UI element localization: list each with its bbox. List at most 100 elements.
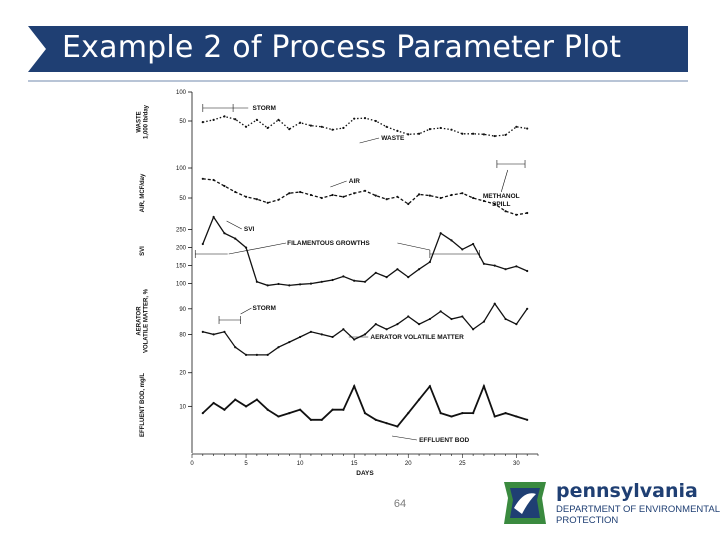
x-tick-label: 0 xyxy=(190,461,194,467)
x-tick-label: 20 xyxy=(405,461,412,467)
air-point xyxy=(201,177,204,180)
avm-point xyxy=(504,317,507,321)
waste-point xyxy=(461,132,464,135)
bod-point xyxy=(417,398,421,401)
air-point xyxy=(472,196,475,200)
logo-line2: PROTECTION xyxy=(556,515,619,526)
waste-ylabel: WASTE xyxy=(137,111,143,132)
air-ytick-label: 100 xyxy=(176,166,187,172)
logo-name: pennsylvania xyxy=(556,480,698,502)
bod-point xyxy=(504,411,507,415)
svi-point xyxy=(342,275,345,278)
bod-point xyxy=(472,411,475,415)
bod-point xyxy=(201,411,204,415)
waste-point xyxy=(396,129,399,132)
avm-point xyxy=(201,330,204,333)
waste-point xyxy=(234,118,237,121)
avm-point xyxy=(374,323,377,326)
bod-point xyxy=(223,408,226,411)
avm-point xyxy=(461,315,464,318)
bod-point xyxy=(526,418,529,421)
filamentous-leader-right xyxy=(397,242,430,251)
bod-point xyxy=(482,385,486,388)
waste-point xyxy=(266,126,269,130)
avm-series-label: AERATOR VOLATILE MATTER xyxy=(370,334,464,341)
svi-point xyxy=(526,269,529,273)
bod-point xyxy=(493,415,496,418)
storm-annotation-avm: STORM xyxy=(253,305,276,312)
svi-point xyxy=(255,280,258,283)
bod-point xyxy=(212,401,215,405)
waste-point xyxy=(320,125,323,128)
air-series-label: AIR xyxy=(349,178,361,185)
waste-ytick-label: 50 xyxy=(179,119,186,125)
avm-ylabel: AERATOR xyxy=(137,306,143,336)
waste-point xyxy=(526,127,529,130)
air-ylabel: AIR, MCF/day xyxy=(140,173,146,212)
avm-ytick-label: 80 xyxy=(179,332,186,338)
bod-ytick-label: 10 xyxy=(179,404,186,410)
waste-point xyxy=(201,121,204,124)
waste-point xyxy=(363,117,367,120)
air-point xyxy=(439,196,442,200)
waste-point xyxy=(504,133,507,137)
waste-ytick-label: 100 xyxy=(176,90,187,96)
svi-point xyxy=(277,282,280,286)
waste-point xyxy=(255,118,258,121)
avm-point xyxy=(212,333,215,336)
air-point xyxy=(288,192,291,195)
avm-point xyxy=(363,333,367,336)
slide-title: Example 2 of Process Parameter Plot xyxy=(62,30,622,65)
storm-annotation-waste: STORM xyxy=(253,105,276,112)
waste-label-leader xyxy=(359,137,380,144)
filamentous-annotation: FILAMENTOUS GROWTHS xyxy=(287,240,370,247)
air-point xyxy=(223,184,226,188)
bod-series-label: EFFLUENT BOD xyxy=(419,437,469,444)
logo-subtitle: DEPARTMENT OF ENVIRONMENTAL PROTECTION xyxy=(556,504,720,526)
waste-point xyxy=(450,128,453,131)
svi-point xyxy=(396,268,399,271)
logo-line1: DEPARTMENT OF ENVIRONMENTAL xyxy=(556,504,720,515)
avm-point xyxy=(493,302,496,305)
svi-point xyxy=(482,262,486,265)
air-point xyxy=(417,193,421,196)
svi-point xyxy=(201,242,204,246)
bod-label-leader xyxy=(391,435,417,441)
avm-point xyxy=(353,338,356,341)
avm-ytick-label: 90 xyxy=(179,307,186,313)
air-point xyxy=(353,192,356,195)
waste-point xyxy=(417,132,421,135)
air-point xyxy=(396,195,399,198)
waste-point xyxy=(342,126,345,130)
air-point xyxy=(482,199,486,203)
air-series-line xyxy=(202,178,528,216)
bod-point xyxy=(461,411,464,415)
bod-point xyxy=(234,398,237,401)
waste-point xyxy=(385,125,388,128)
avm-point xyxy=(234,346,237,349)
air-point xyxy=(234,190,237,194)
air-point xyxy=(461,192,464,195)
bod-point xyxy=(288,411,291,415)
avm-point xyxy=(526,307,529,310)
bod-point xyxy=(277,415,280,418)
bod-point xyxy=(515,415,518,418)
svi-point xyxy=(417,268,421,271)
svi-point xyxy=(385,276,388,279)
avm-point xyxy=(299,335,302,339)
air-point xyxy=(309,193,313,197)
bod-point xyxy=(331,408,334,411)
svi-point xyxy=(212,215,215,219)
x-tick-label: 15 xyxy=(351,461,358,467)
svi-point xyxy=(244,246,248,249)
waste-series-label: WASTE xyxy=(381,135,405,142)
svi-leader xyxy=(226,220,242,230)
waste-point xyxy=(244,125,248,128)
svi-point xyxy=(450,239,453,242)
svi-ylabel: SVI xyxy=(140,246,146,256)
title-arrow-icon xyxy=(28,26,46,72)
air-point xyxy=(212,178,215,182)
avm-point xyxy=(450,317,453,321)
avm-point xyxy=(342,328,345,331)
waste-point xyxy=(374,119,377,123)
